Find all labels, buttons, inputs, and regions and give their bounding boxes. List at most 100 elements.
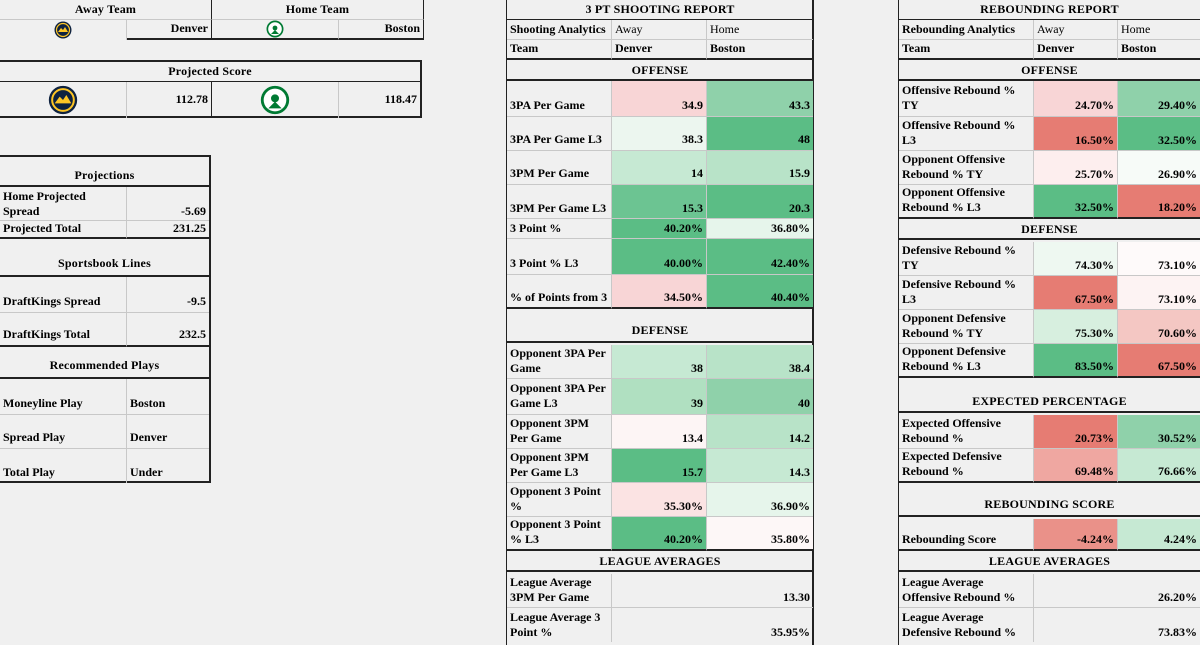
projected-score-title: Projected Score bbox=[0, 62, 420, 82]
league-3pm-label: League Average 3PM Per Game bbox=[507, 574, 612, 608]
away-projected-score: 112.78 bbox=[127, 82, 212, 118]
shooting-away-value: 13.4 bbox=[612, 415, 707, 449]
shooting-row-label: Opponent 3 Point % bbox=[507, 483, 612, 517]
shooting-league-title: LEAGUE AVERAGES bbox=[507, 553, 813, 572]
shooting-home-value: 43.3 bbox=[707, 81, 813, 117]
spread-play-label: Spread Play bbox=[0, 415, 127, 449]
celtics-logo-icon bbox=[212, 20, 339, 40]
draftkings-spread-label: DraftKings Spread bbox=[0, 277, 127, 313]
shooting-report: 3 PT SHOOTING REPORT Shooting Analytics … bbox=[506, 0, 814, 645]
shooting-row-label: % of Points from 3 bbox=[507, 275, 612, 309]
rebounding-home-value: 26.90% bbox=[1118, 151, 1200, 185]
shooting-row-label: 3PA Per Game L3 bbox=[507, 117, 612, 151]
shooting-away-value: 40.20% bbox=[612, 219, 707, 239]
league-dreb-value: 73.83% bbox=[1158, 625, 1197, 639]
draftkings-spread-value: -9.5 bbox=[127, 277, 209, 313]
shooting-row-label: 3PA Per Game bbox=[507, 81, 612, 117]
rebounding-analytics-label: Rebounding Analytics bbox=[899, 20, 1034, 40]
total-play-label: Total Play bbox=[0, 449, 127, 483]
rebounding-score-label: Rebounding Score bbox=[899, 519, 1034, 551]
rebounding-away-team: Denver bbox=[1034, 40, 1118, 60]
rebounding-row-label: Opponent Defensive Rebound % L3 bbox=[899, 344, 1034, 378]
expected-row-label: Expected Offensive Rebound % bbox=[899, 415, 1034, 449]
shooting-home-value: 20.3 bbox=[707, 185, 813, 219]
league-3pct-label: League Average 3 Point % bbox=[507, 608, 612, 642]
rebounding-away-value: 83.50% bbox=[1034, 344, 1118, 378]
rebounding-title: REBOUNDING REPORT bbox=[899, 0, 1200, 20]
projections-title: Projections bbox=[0, 157, 209, 187]
home-projected-score: 118.47 bbox=[384, 92, 417, 106]
shooting-home-value: 38.4 bbox=[707, 345, 813, 379]
rebounding-home-value: 18.20% bbox=[1118, 185, 1200, 219]
draftkings-total-label: DraftKings Total bbox=[0, 313, 127, 347]
rebounding-home-value: 67.50% bbox=[1118, 344, 1200, 378]
expected-away-value: 20.73% bbox=[1034, 415, 1118, 449]
shooting-away-value: 34.9 bbox=[612, 81, 707, 117]
sportsbook-title: Sportsbook Lines bbox=[0, 241, 209, 277]
rebounding-score-title: REBOUNDING SCORE bbox=[899, 485, 1200, 517]
home-spread-label: Home Projected Spread bbox=[0, 187, 127, 221]
shooting-away-value: 34.50% bbox=[612, 275, 707, 309]
shooting-home-value: 36.90% bbox=[707, 483, 813, 517]
rebounding-home-value: 29.40% bbox=[1118, 81, 1200, 117]
rebounding-home-value: 73.10% bbox=[1118, 276, 1200, 310]
rebounding-home-team: Boston bbox=[1118, 40, 1200, 60]
league-dreb-label: League Average Defensive Rebound % bbox=[899, 608, 1034, 642]
shooting-away-value: 39 bbox=[612, 379, 707, 415]
shooting-home-value: 40.40% bbox=[707, 275, 813, 309]
shooting-home-value: 42.40% bbox=[707, 239, 813, 275]
nuggets-logo-icon bbox=[0, 82, 127, 118]
rebounding-away-value: 24.70% bbox=[1034, 81, 1118, 117]
celtics-logo-icon bbox=[212, 82, 339, 118]
projected-score-table: Projected Score 112.78 118.47 bbox=[0, 60, 422, 118]
expected-title: EXPECTED PERCENTAGE bbox=[899, 380, 1200, 413]
rebounding-row-label: Offensive Rebound % TY bbox=[899, 81, 1034, 117]
rebounding-home-label: Home bbox=[1118, 20, 1200, 40]
shooting-away-team: Denver bbox=[612, 40, 707, 60]
moneyline-label: Moneyline Play bbox=[0, 379, 127, 415]
rebounding-offense-title: OFFENSE bbox=[899, 62, 1200, 81]
home-team-block: Home Team Boston bbox=[212, 0, 424, 40]
league-oreb-value: 26.20% bbox=[1034, 574, 1200, 608]
shooting-away-value: 35.30% bbox=[612, 483, 707, 517]
shooting-away-label: Away bbox=[612, 20, 707, 40]
shooting-analytics-label: Shooting Analytics bbox=[507, 20, 612, 40]
away-team-header: Away Team bbox=[0, 0, 212, 20]
rebounding-score-away: -4.24% bbox=[1034, 519, 1118, 551]
shooting-home-value: 36.80% bbox=[707, 219, 813, 239]
shooting-home-value: 14.3 bbox=[707, 449, 813, 483]
rebounding-away-value: 74.30% bbox=[1034, 242, 1118, 276]
home-spread-value: -5.69 bbox=[127, 187, 209, 221]
rebounding-away-value: 67.50% bbox=[1034, 276, 1118, 310]
shooting-away-value: 15.3 bbox=[612, 185, 707, 219]
total-play-value: Under bbox=[130, 465, 163, 479]
projections-panel: Projections Home Projected Spread -5.69 … bbox=[0, 155, 211, 483]
expected-row-label: Expected Defensive Rebound % bbox=[899, 449, 1034, 483]
rebounding-home-value: 73.10% bbox=[1118, 242, 1200, 276]
rebounding-row-label: Defensive Rebound % L3 bbox=[899, 276, 1034, 310]
rebounding-away-value: 75.30% bbox=[1034, 310, 1118, 344]
draftkings-total-value: 232.5 bbox=[127, 313, 209, 347]
projected-total-label: Projected Total bbox=[0, 221, 127, 239]
rebounding-home-value: 32.50% bbox=[1118, 117, 1200, 151]
shooting-row-label: Opponent 3PA Per Game L3 bbox=[507, 379, 612, 415]
shooting-away-value: 38.3 bbox=[612, 117, 707, 151]
rebounding-row-label: Opponent Defensive Rebound % TY bbox=[899, 310, 1034, 344]
rebounding-home-value: 70.60% bbox=[1118, 310, 1200, 344]
shooting-row-label: 3PM Per Game bbox=[507, 151, 612, 185]
shooting-row-label: Opponent 3 Point % L3 bbox=[507, 517, 612, 551]
shooting-team-label: Team bbox=[507, 40, 612, 60]
shooting-row-label: Opponent 3PA Per Game bbox=[507, 345, 612, 379]
shooting-row-label: 3PM Per Game L3 bbox=[507, 185, 612, 219]
matchup-table: Away Team Denver bbox=[0, 0, 212, 40]
recommended-title: Recommended Plays bbox=[0, 349, 209, 379]
shooting-row-label: 3 Point % bbox=[507, 219, 612, 239]
shooting-home-value: 40 bbox=[707, 379, 813, 415]
rebounding-score-home: 4.24% bbox=[1118, 519, 1200, 551]
shooting-away-value: 40.00% bbox=[612, 239, 707, 275]
league-3pm-value: 13.30 bbox=[612, 574, 813, 608]
shooting-away-value: 38 bbox=[612, 345, 707, 379]
home-team-header: Home Team bbox=[212, 0, 424, 20]
shooting-away-value: 15.7 bbox=[612, 449, 707, 483]
rebounding-away-value: 25.70% bbox=[1034, 151, 1118, 185]
